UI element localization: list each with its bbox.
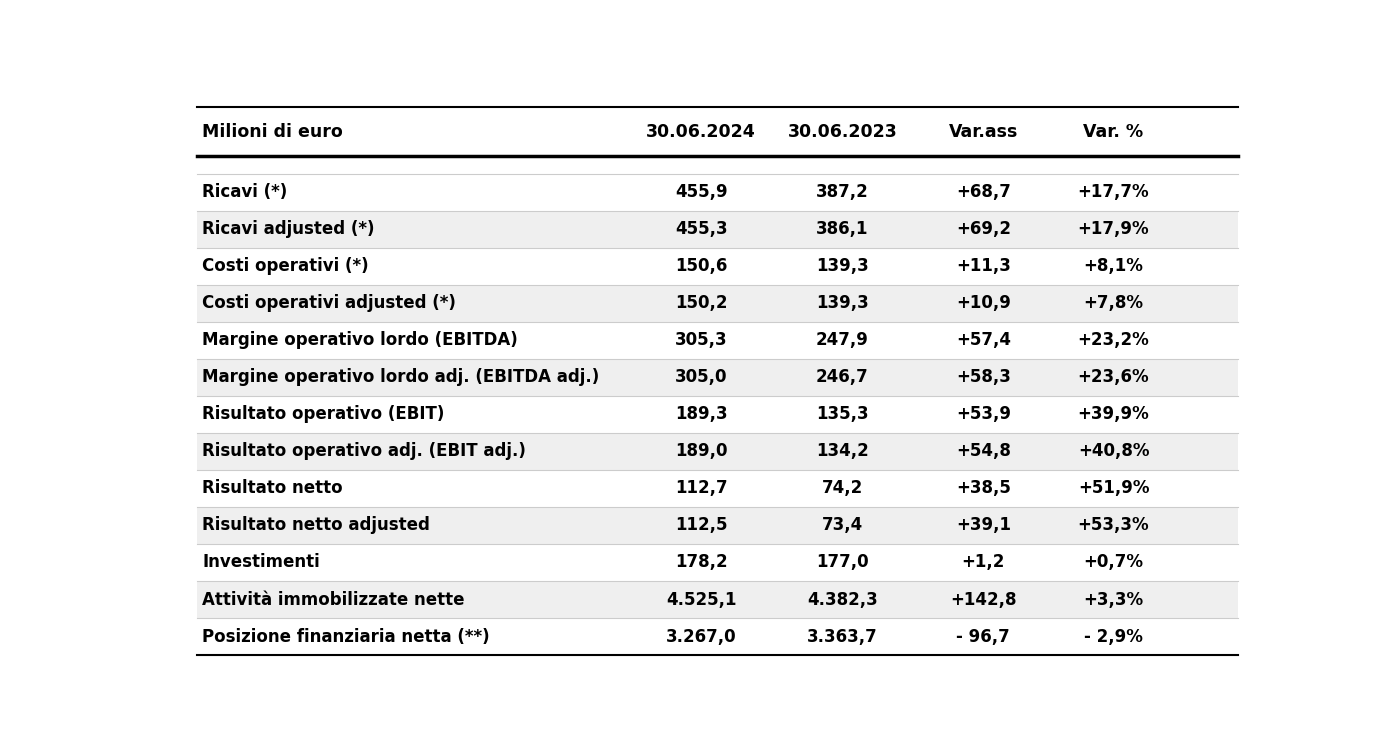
Text: Risultato operativo adj. (EBIT adj.): Risultato operativo adj. (EBIT adj.): [202, 443, 526, 461]
Text: Var.ass: Var.ass: [949, 123, 1018, 141]
Text: 455,9: 455,9: [675, 183, 728, 201]
Text: Posizione finanziaria netta (**): Posizione finanziaria netta (**): [202, 628, 490, 646]
Text: 189,3: 189,3: [675, 405, 728, 423]
Text: Var. %: Var. %: [1084, 123, 1144, 141]
Text: - 2,9%: - 2,9%: [1084, 628, 1142, 646]
Text: Ricavi (*): Ricavi (*): [202, 183, 287, 201]
Text: +10,9: +10,9: [956, 294, 1011, 312]
Text: +1,2: +1,2: [962, 554, 1005, 571]
Text: 73,4: 73,4: [822, 516, 862, 535]
Text: +51,9%: +51,9%: [1078, 479, 1149, 497]
Text: Investimenti: Investimenti: [202, 554, 319, 571]
Text: 139,3: 139,3: [816, 257, 868, 275]
Text: 246,7: 246,7: [816, 369, 868, 386]
Text: 387,2: 387,2: [816, 183, 868, 201]
Text: +23,6%: +23,6%: [1078, 369, 1149, 386]
Bar: [196, 248, 1238, 285]
Text: +58,3: +58,3: [956, 369, 1011, 386]
Text: +7,8%: +7,8%: [1084, 294, 1144, 312]
Text: +3,3%: +3,3%: [1084, 590, 1144, 608]
Text: +39,1: +39,1: [956, 516, 1011, 535]
Text: 134,2: 134,2: [816, 443, 868, 461]
Text: Attività immobilizzate nette: Attività immobilizzate nette: [202, 590, 465, 608]
Bar: [196, 359, 1238, 395]
Bar: [196, 470, 1238, 507]
Text: 112,7: 112,7: [675, 479, 728, 497]
Text: 247,9: 247,9: [816, 331, 869, 349]
Text: +54,8: +54,8: [956, 443, 1011, 461]
Text: 30.06.2024: 30.06.2024: [647, 123, 756, 141]
Text: 189,0: 189,0: [675, 443, 728, 461]
Bar: [196, 507, 1238, 544]
Text: Costi operativi (*): Costi operativi (*): [202, 257, 368, 275]
Text: 4.525,1: 4.525,1: [666, 590, 736, 608]
Text: +53,3%: +53,3%: [1078, 516, 1149, 535]
Text: 455,3: 455,3: [675, 220, 728, 238]
Text: 305,0: 305,0: [675, 369, 728, 386]
Text: 112,5: 112,5: [675, 516, 728, 535]
Text: +38,5: +38,5: [956, 479, 1011, 497]
Text: +8,1%: +8,1%: [1084, 257, 1144, 275]
Bar: [196, 285, 1238, 321]
Text: Risultato netto adjusted: Risultato netto adjusted: [202, 516, 430, 535]
Bar: [196, 618, 1238, 655]
Text: 139,3: 139,3: [816, 294, 868, 312]
Bar: [196, 321, 1238, 359]
Text: +0,7%: +0,7%: [1084, 554, 1144, 571]
Text: Margine operativo lordo adj. (EBITDA adj.): Margine operativo lordo adj. (EBITDA adj…: [202, 369, 599, 386]
Text: +17,7%: +17,7%: [1078, 183, 1149, 201]
Text: +11,3: +11,3: [956, 257, 1011, 275]
Text: 386,1: 386,1: [816, 220, 868, 238]
Text: 30.06.2023: 30.06.2023: [787, 123, 897, 141]
Text: +68,7: +68,7: [956, 183, 1011, 201]
Text: 305,3: 305,3: [675, 331, 728, 349]
Bar: [196, 581, 1238, 618]
Text: 4.382,3: 4.382,3: [806, 590, 878, 608]
Text: Ricavi adjusted (*): Ricavi adjusted (*): [202, 220, 375, 238]
Bar: [196, 210, 1238, 248]
Text: 177,0: 177,0: [816, 554, 868, 571]
Text: 135,3: 135,3: [816, 405, 868, 423]
Text: +39,9%: +39,9%: [1078, 405, 1149, 423]
Bar: [196, 395, 1238, 433]
Bar: [196, 544, 1238, 581]
Text: 150,6: 150,6: [675, 257, 728, 275]
Text: +69,2: +69,2: [956, 220, 1011, 238]
Text: Risultato netto: Risultato netto: [202, 479, 343, 497]
Text: +142,8: +142,8: [951, 590, 1016, 608]
Bar: [196, 174, 1238, 210]
Text: 3.267,0: 3.267,0: [666, 628, 736, 646]
Text: Risultato operativo (EBIT): Risultato operativo (EBIT): [202, 405, 445, 423]
Text: Milioni di euro: Milioni di euro: [202, 123, 343, 141]
Text: +53,9: +53,9: [956, 405, 1011, 423]
Bar: [196, 433, 1238, 470]
Text: 150,2: 150,2: [675, 294, 728, 312]
Text: 74,2: 74,2: [822, 479, 862, 497]
Text: Costi operativi adjusted (*): Costi operativi adjusted (*): [202, 294, 456, 312]
Text: +17,9%: +17,9%: [1078, 220, 1149, 238]
Text: +40,8%: +40,8%: [1078, 443, 1149, 461]
Text: +23,2%: +23,2%: [1078, 331, 1149, 349]
Text: +57,4: +57,4: [956, 331, 1011, 349]
Text: - 96,7: - 96,7: [956, 628, 1011, 646]
Text: 178,2: 178,2: [675, 554, 728, 571]
Text: Margine operativo lordo (EBITDA): Margine operativo lordo (EBITDA): [202, 331, 518, 349]
Text: 3.363,7: 3.363,7: [806, 628, 878, 646]
